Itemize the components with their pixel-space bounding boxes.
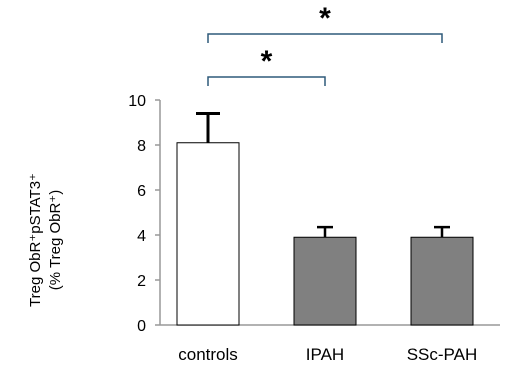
x-category-label: IPAH xyxy=(306,345,344,364)
bracket-line xyxy=(207,76,326,86)
error-bars xyxy=(196,112,450,238)
y-axis-title-line1: Treg ObR⁺pSTAT3⁺ xyxy=(27,173,44,307)
bar-controls xyxy=(176,142,240,326)
significance-star: * xyxy=(319,2,331,35)
y-tick-label: 0 xyxy=(137,318,146,335)
y-tick-label: 8 xyxy=(137,138,146,155)
y-tick-label: 4 xyxy=(137,228,146,245)
significance-bracket: * xyxy=(207,2,443,43)
y-tick-label: 2 xyxy=(137,273,146,290)
y-tick-label: 10 xyxy=(128,93,146,110)
x-category-label: controls xyxy=(178,345,238,364)
error-bar-ssc-pah xyxy=(434,225,450,238)
significance-star: * xyxy=(261,45,273,78)
error-bar-ipah xyxy=(317,225,333,238)
bracket-line xyxy=(207,33,443,43)
x-axis-categories: controls IPAH SSc-PAH xyxy=(178,345,477,364)
significance-bracket: * xyxy=(207,45,326,86)
y-axis-title-line2: (% Treg ObR⁺) xyxy=(47,190,64,290)
y-tick-label: 6 xyxy=(137,183,146,200)
x-category-label: SSc-PAH xyxy=(407,345,478,364)
y-axis-ticks: 0 2 4 6 8 10 xyxy=(128,93,160,335)
significance-brackets: ** xyxy=(207,2,443,86)
bar-ssc-pah xyxy=(410,236,474,326)
error-bar-controls xyxy=(196,112,220,143)
y-axis-title: Treg ObR⁺pSTAT3⁺ (% Treg ObR⁺) xyxy=(27,173,64,307)
bars xyxy=(176,142,474,326)
bar-ipah xyxy=(293,236,357,326)
